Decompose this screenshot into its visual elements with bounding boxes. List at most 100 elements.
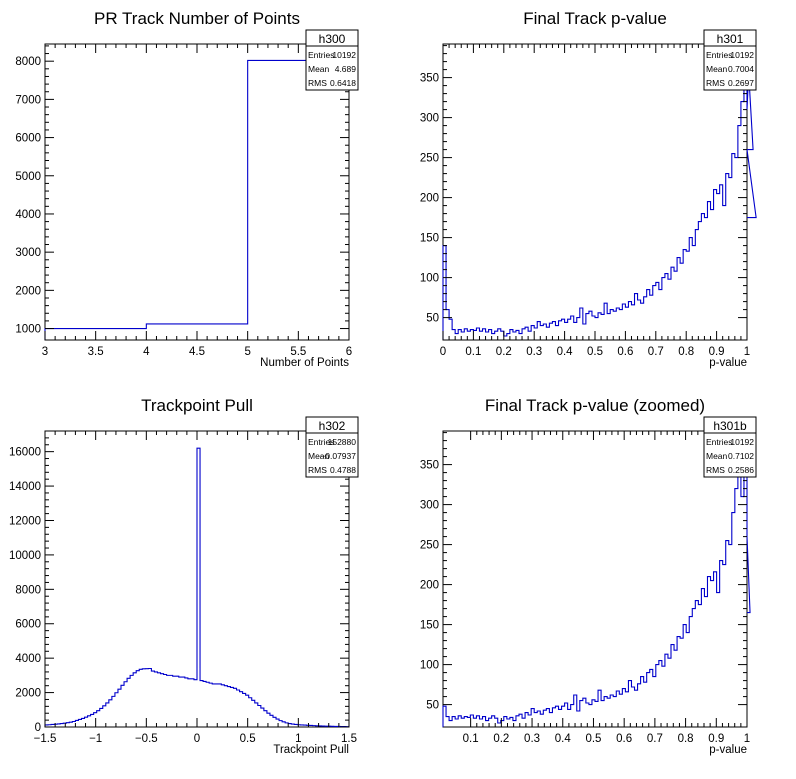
stats-entries-value: 10192 — [730, 50, 754, 60]
stats-rms-label: RMS — [308, 465, 327, 475]
stats-name: h302 — [319, 419, 346, 433]
y-tick-label: 150 — [420, 233, 439, 245]
y-tick-label: 14000 — [9, 481, 41, 493]
histogram-h301: Final Track p-value 0 0.1 0.2 0.3 0.4 0.5 0.6 0.… — [420, 9, 757, 369]
y-tick-label: 100 — [420, 660, 439, 672]
y-tick-label: 100 — [420, 273, 439, 285]
x-tick-label: −1.5 — [34, 733, 57, 745]
x-tick-label: 1 — [744, 733, 750, 745]
stats-mean-label: Mean — [308, 64, 330, 74]
x-tick-label: 3.5 — [88, 346, 104, 358]
y-tick-label: 350 — [420, 73, 439, 85]
stats-mean-value: 0.7004 — [728, 64, 754, 74]
y-tick-label: 6000 — [15, 619, 41, 631]
x-tick-label: −0.5 — [135, 733, 158, 745]
x-axis-label: p-value — [709, 357, 747, 369]
chart-title: Final Track p-value — [523, 9, 667, 28]
x-tick-label: 0.9 — [708, 733, 724, 745]
x-tick-label: 0.7 — [648, 346, 664, 358]
y-tick-label: 0 — [35, 722, 41, 734]
y-tick-label: 300 — [420, 113, 439, 125]
y-tick-label: 250 — [420, 153, 439, 165]
stats-name: h301b — [713, 419, 747, 433]
panel-h300: PR Track Number of Points 3 3.5 4 4.5 5 5.5 6 10… — [0, 0, 398, 387]
stats-mean-value: 4.689 — [335, 64, 357, 74]
y-tick-label: 150 — [420, 620, 439, 632]
histogram-line — [44, 447, 349, 728]
stats-rms-label: RMS — [308, 78, 327, 88]
x-tick-label: 1 — [295, 733, 301, 745]
x-tick-label: 5 — [244, 346, 250, 358]
stats-box — [305, 416, 359, 478]
panel-h302: Trackpoint Pull −1.5 −1 −0.5 0 0.5 1 1.5 0 2000 40… — [0, 387, 398, 774]
y-tick-label: 4000 — [15, 653, 41, 665]
stats-entries-value: 10192 — [332, 50, 356, 60]
x-tick-label: 0.2 — [496, 346, 512, 358]
stats-mean-value: −0.07937 — [320, 451, 356, 461]
x-tick-label: 0.4 — [557, 346, 574, 358]
x-tick-label: 3 — [42, 346, 48, 358]
y-tick-label: 4000 — [15, 209, 41, 221]
y-tick-label: 200 — [420, 193, 439, 205]
y-tick-label: 2000 — [15, 285, 41, 297]
x-tick-label: 1.5 — [341, 733, 357, 745]
x-tick-label: 0.5 — [240, 733, 256, 745]
stats-mean-label: Mean — [706, 64, 728, 74]
y-tick-label: 350 — [420, 460, 439, 472]
y-tick-label: 50 — [426, 700, 439, 712]
panel-h301: Final Track p-value 0 0.1 0.2 0.3 0.4 0.5 0.6 0.… — [398, 0, 796, 387]
x-tick-label: 0 — [440, 346, 446, 358]
x-tick-label: −1 — [89, 733, 102, 745]
plot-frame — [442, 430, 748, 728]
histogram-h300: PR Track Number of Points 3 3.5 4 4.5 5 5.5 6 10… — [15, 9, 359, 369]
x-tick-label: 0.4 — [555, 733, 572, 745]
stats-rms-value: 0.2586 — [728, 465, 754, 475]
chart-title: Trackpoint Pull — [141, 396, 253, 415]
y-tick-label: 8000 — [15, 584, 41, 596]
x-tick-label: 0.1 — [463, 733, 479, 745]
y-tick-label: 7000 — [15, 94, 41, 106]
y-tick-label: 200 — [420, 580, 439, 592]
x-tick-label: 0.6 — [617, 346, 633, 358]
y-tick-label: 12000 — [9, 515, 41, 527]
stats-entries-value: 152880 — [328, 437, 357, 447]
stats-entries-value: 10192 — [730, 437, 754, 447]
x-tick-label: 0.8 — [678, 346, 694, 358]
chart-title: PR Track Number of Points — [94, 9, 300, 28]
plot-frame — [44, 43, 350, 341]
y-tick-label: 8000 — [15, 56, 41, 68]
stats-box — [305, 29, 359, 91]
x-axis-label: Trackpoint Pull — [273, 744, 349, 756]
y-tick-label: 250 — [420, 540, 439, 552]
y-tick-label: 16000 — [9, 447, 41, 459]
x-tick-label: 1 — [744, 346, 750, 358]
x-tick-label: 0.6 — [616, 733, 632, 745]
x-tick-label: 4 — [143, 346, 150, 358]
stats-entries-label: Entries — [706, 437, 732, 447]
x-tick-label: 0.9 — [709, 346, 725, 358]
panel-h301b: Final Track p-value (zoomed) 0.1 0.2 0.3 0.4… — [398, 387, 796, 774]
x-tick-label: 0.5 — [587, 346, 603, 358]
stats-box — [703, 29, 757, 91]
histogram-line — [442, 43, 757, 340]
y-tick-label: 10000 — [9, 550, 41, 562]
x-tick-label: 0.3 — [526, 346, 542, 358]
stats-rms-value: 0.2697 — [728, 78, 754, 88]
y-tick-label: 300 — [420, 500, 439, 512]
stats-rms-value: 0.4788 — [330, 465, 356, 475]
x-tick-label: 0.8 — [678, 733, 694, 745]
x-axis-label: Number of Points — [260, 357, 349, 369]
stats-mean-value: 0.7102 — [728, 451, 754, 461]
histogram-h302: Trackpoint Pull −1.5 −1 −0.5 0 0.5 1 1.5 0 2000 40… — [9, 396, 359, 756]
plot-frame — [442, 43, 748, 341]
stats-name: h301 — [717, 32, 744, 46]
x-tick-label: 0.3 — [524, 733, 540, 745]
x-tick-label: 0.5 — [585, 733, 601, 745]
stats-box — [703, 416, 757, 478]
x-tick-label: 0.2 — [493, 733, 509, 745]
y-tick-label: 2000 — [15, 688, 41, 700]
stats-mean-label: Mean — [308, 451, 330, 461]
stats-rms-label: RMS — [706, 78, 725, 88]
stats-entries-label: Entries — [308, 50, 334, 60]
stats-rms-value: 0.6418 — [330, 78, 356, 88]
